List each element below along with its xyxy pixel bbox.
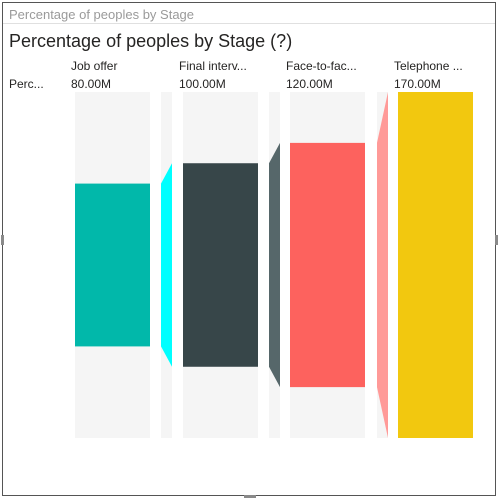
- funnel-bar-2[interactable]: [290, 142, 365, 388]
- category-label: Job offer: [71, 59, 118, 73]
- value-label: 170.00M: [394, 77, 441, 91]
- chart-title: Percentage of peoples by Stage (?): [9, 31, 293, 51]
- resize-handle-right[interactable]: [495, 235, 498, 245]
- resize-handle-left[interactable]: [1, 235, 4, 245]
- visual-header: Percentage of peoples by Stage: [3, 3, 495, 24]
- transition-connector-0: [161, 163, 172, 367]
- funnel-bar-1[interactable]: [183, 163, 258, 367]
- category-label: Face-to-fac...: [286, 59, 357, 73]
- resize-handle-bottom[interactable]: [244, 495, 256, 498]
- funnel-bar-3[interactable]: [398, 92, 473, 438]
- category-label: Telephone ...: [394, 59, 463, 73]
- row-label: Perc...: [9, 77, 44, 91]
- transition-connector-1: [269, 142, 280, 388]
- funnel-bar-0[interactable]: [75, 183, 150, 347]
- value-label: 120.00M: [286, 77, 333, 91]
- value-label: 100.00M: [179, 77, 226, 91]
- category-label: Final interv...: [179, 59, 247, 73]
- value-label: 80.00M: [71, 77, 112, 91]
- visual-header-title: Percentage of peoples by Stage: [9, 7, 195, 22]
- transition-connector-2: [377, 92, 388, 438]
